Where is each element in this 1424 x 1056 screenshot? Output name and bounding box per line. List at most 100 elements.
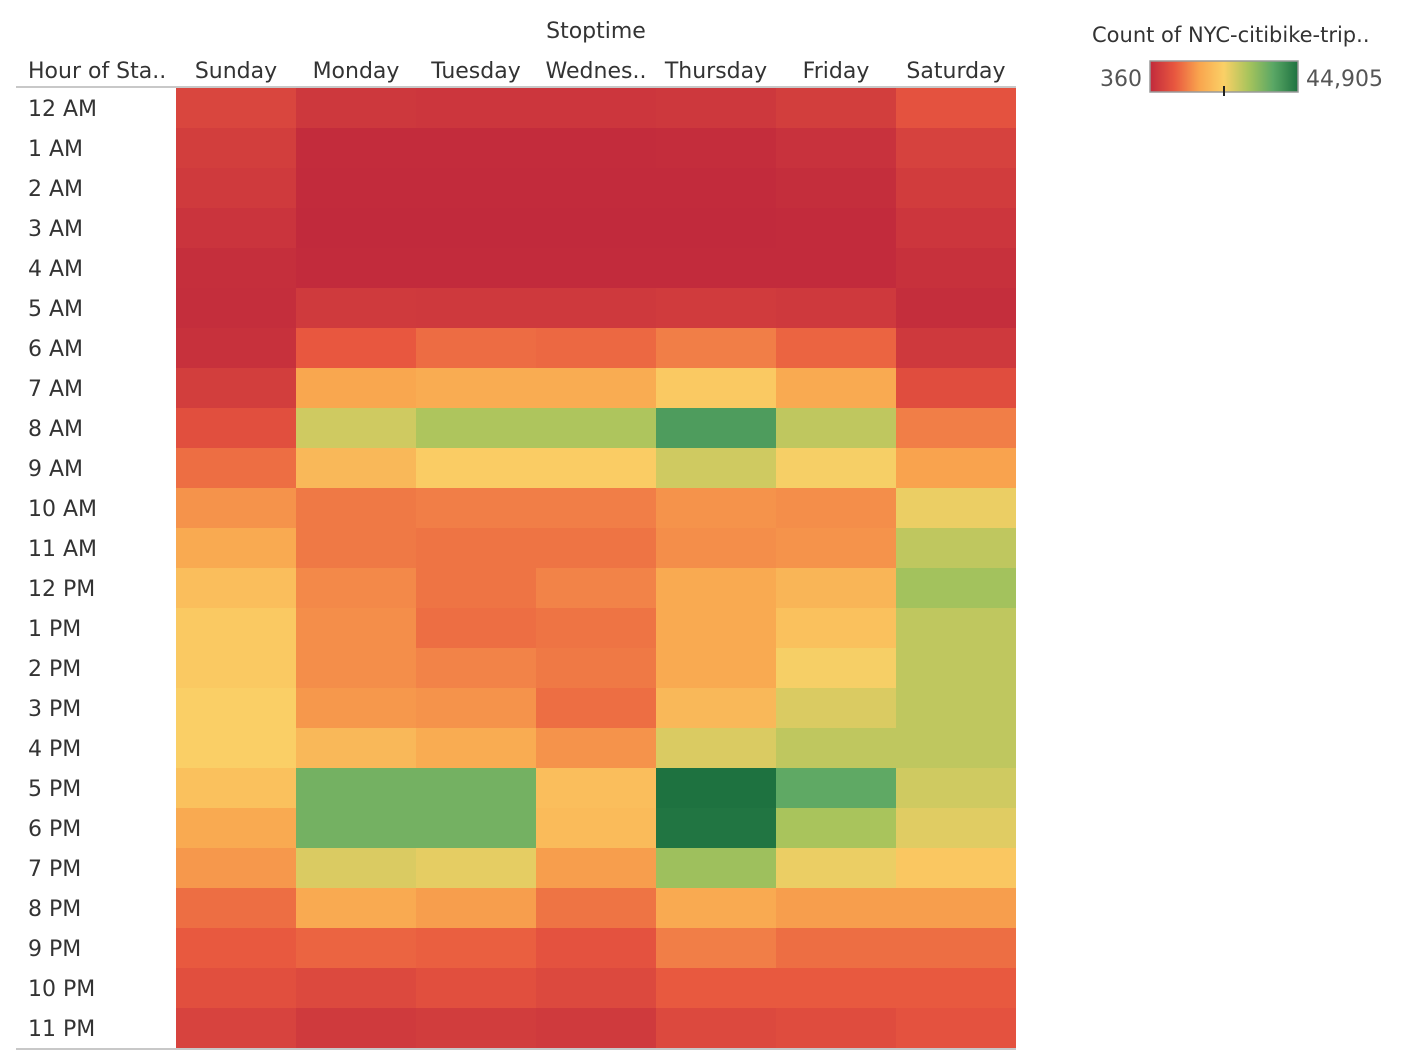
heatmap-cell[interactable] bbox=[896, 688, 1016, 728]
row-label-16[interactable]: 4 PM bbox=[28, 737, 81, 762]
heatmap-cell[interactable] bbox=[176, 568, 296, 608]
heatmap-cell[interactable] bbox=[776, 248, 896, 288]
heatmap-cell[interactable] bbox=[896, 248, 1016, 288]
heatmap-cell[interactable] bbox=[656, 408, 776, 448]
heatmap-cell[interactable] bbox=[296, 728, 416, 768]
heatmap-cell[interactable] bbox=[176, 288, 296, 328]
heatmap-cell[interactable] bbox=[416, 848, 536, 888]
heatmap-cell[interactable] bbox=[896, 208, 1016, 248]
row-label-2[interactable]: 2 AM bbox=[28, 177, 83, 202]
heatmap-cell[interactable] bbox=[536, 408, 656, 448]
heatmap-cell[interactable] bbox=[536, 448, 656, 488]
heatmap-cell[interactable] bbox=[296, 888, 416, 928]
heatmap-cell[interactable] bbox=[296, 568, 416, 608]
row-label-0[interactable]: 12 AM bbox=[28, 97, 97, 122]
heatmap-cell[interactable] bbox=[776, 168, 896, 208]
row-label-9[interactable]: 9 AM bbox=[28, 457, 83, 482]
heatmap-cell[interactable] bbox=[176, 768, 296, 808]
heatmap-cell[interactable] bbox=[536, 648, 656, 688]
heatmap-cell[interactable] bbox=[896, 88, 1016, 128]
heatmap-cell[interactable] bbox=[776, 88, 896, 128]
column-header-4[interactable]: Thursday bbox=[664, 59, 767, 84]
column-header-1[interactable]: Monday bbox=[313, 59, 400, 84]
heatmap-cell[interactable] bbox=[776, 848, 896, 888]
heatmap-cell[interactable] bbox=[656, 808, 776, 848]
heatmap-cell[interactable] bbox=[176, 928, 296, 968]
heatmap-cell[interactable] bbox=[176, 608, 296, 648]
row-label-19[interactable]: 7 PM bbox=[28, 857, 81, 882]
heatmap-cell[interactable] bbox=[416, 368, 536, 408]
heatmap-cell[interactable] bbox=[776, 128, 896, 168]
heatmap-cell[interactable] bbox=[296, 848, 416, 888]
row-label-23[interactable]: 11 PM bbox=[28, 1017, 95, 1042]
heatmap-cell[interactable] bbox=[896, 128, 1016, 168]
heatmap-cell[interactable] bbox=[656, 248, 776, 288]
heatmap-cell[interactable] bbox=[296, 1008, 416, 1048]
heatmap-cell[interactable] bbox=[176, 128, 296, 168]
heatmap-cell[interactable] bbox=[896, 808, 1016, 848]
heatmap-cell[interactable] bbox=[416, 408, 536, 448]
heatmap-cell[interactable] bbox=[416, 568, 536, 608]
row-label-5[interactable]: 5 AM bbox=[28, 297, 83, 322]
heatmap-cell[interactable] bbox=[656, 88, 776, 128]
heatmap-cell[interactable] bbox=[656, 208, 776, 248]
heatmap-cell[interactable] bbox=[896, 768, 1016, 808]
heatmap-cell[interactable] bbox=[896, 488, 1016, 528]
heatmap-cell[interactable] bbox=[416, 928, 536, 968]
heatmap-cell[interactable] bbox=[776, 408, 896, 448]
heatmap-cell[interactable] bbox=[656, 568, 776, 608]
heatmap-cell[interactable] bbox=[416, 88, 536, 128]
heatmap-cell[interactable] bbox=[416, 488, 536, 528]
heatmap-cell[interactable] bbox=[896, 1008, 1016, 1048]
heatmap-cell[interactable] bbox=[896, 168, 1016, 208]
heatmap-cell[interactable] bbox=[536, 888, 656, 928]
heatmap-cell[interactable] bbox=[176, 488, 296, 528]
row-label-3[interactable]: 3 AM bbox=[28, 217, 83, 242]
heatmap-cell[interactable] bbox=[656, 648, 776, 688]
heatmap-cell[interactable] bbox=[776, 688, 896, 728]
heatmap-cell[interactable] bbox=[416, 608, 536, 648]
heatmap-cell[interactable] bbox=[176, 408, 296, 448]
heatmap-cell[interactable] bbox=[896, 728, 1016, 768]
heatmap-cell[interactable] bbox=[776, 368, 896, 408]
heatmap-cell[interactable] bbox=[776, 648, 896, 688]
row-label-1[interactable]: 1 AM bbox=[28, 137, 83, 162]
heatmap-cell[interactable] bbox=[296, 408, 416, 448]
heatmap-cell[interactable] bbox=[416, 1008, 536, 1048]
heatmap-cell[interactable] bbox=[896, 528, 1016, 568]
heatmap-cell[interactable] bbox=[296, 88, 416, 128]
heatmap-cell[interactable] bbox=[416, 808, 536, 848]
heatmap-cell[interactable] bbox=[776, 448, 896, 488]
heatmap-cell[interactable] bbox=[416, 888, 536, 928]
heatmap-cell[interactable] bbox=[896, 928, 1016, 968]
heatmap-cell[interactable] bbox=[656, 528, 776, 568]
heatmap-cell[interactable] bbox=[656, 728, 776, 768]
heatmap-cell[interactable] bbox=[776, 208, 896, 248]
heatmap-cell[interactable] bbox=[536, 168, 656, 208]
heatmap-cell[interactable] bbox=[656, 448, 776, 488]
heatmap-cell[interactable] bbox=[896, 888, 1016, 928]
heatmap-cell[interactable] bbox=[776, 488, 896, 528]
heatmap-cell[interactable] bbox=[296, 488, 416, 528]
row-label-4[interactable]: 4 AM bbox=[28, 257, 83, 282]
row-label-21[interactable]: 9 PM bbox=[28, 937, 81, 962]
heatmap-cell[interactable] bbox=[896, 368, 1016, 408]
heatmap-cell[interactable] bbox=[776, 928, 896, 968]
heatmap-cell[interactable] bbox=[536, 928, 656, 968]
heatmap-cell[interactable] bbox=[296, 768, 416, 808]
heatmap-cell[interactable] bbox=[176, 968, 296, 1008]
heatmap-cell[interactable] bbox=[416, 968, 536, 1008]
heatmap-cell[interactable] bbox=[416, 728, 536, 768]
heatmap-cell[interactable] bbox=[896, 568, 1016, 608]
row-label-20[interactable]: 8 PM bbox=[28, 897, 81, 922]
heatmap-cell[interactable] bbox=[536, 208, 656, 248]
heatmap-cell[interactable] bbox=[656, 848, 776, 888]
heatmap-cell[interactable] bbox=[296, 168, 416, 208]
row-label-8[interactable]: 8 AM bbox=[28, 417, 83, 442]
heatmap-cell[interactable] bbox=[416, 128, 536, 168]
column-header-6[interactable]: Saturday bbox=[906, 59, 1005, 84]
heatmap-cell[interactable] bbox=[776, 968, 896, 1008]
heatmap-cell[interactable] bbox=[536, 1008, 656, 1048]
heatmap-cell[interactable] bbox=[176, 448, 296, 488]
heatmap-cell[interactable] bbox=[176, 168, 296, 208]
